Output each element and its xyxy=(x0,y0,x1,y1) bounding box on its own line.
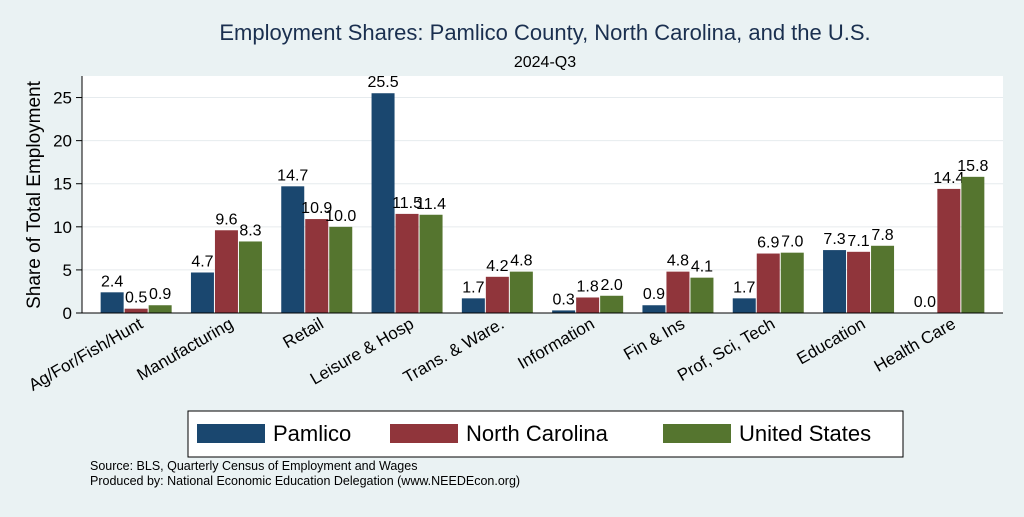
y-tick-label: 25 xyxy=(53,89,72,108)
data-label: 11.4 xyxy=(416,196,446,213)
data-label: 14.7 xyxy=(277,167,308,184)
legend-swatch xyxy=(197,424,265,443)
data-label: 7.3 xyxy=(823,231,845,248)
data-label: 1.7 xyxy=(733,279,755,296)
bar-united-states xyxy=(148,305,172,313)
bar-north-carolina xyxy=(305,219,329,313)
data-label: 2.0 xyxy=(601,277,623,294)
data-label: 7.1 xyxy=(847,233,869,250)
bar-united-states xyxy=(329,226,353,313)
bar-pamlico xyxy=(100,292,124,313)
y-axis-label: Share of Total Employment xyxy=(24,80,45,308)
y-tick-label: 5 xyxy=(63,261,72,280)
bar-pamlico xyxy=(552,310,576,313)
bar-pamlico xyxy=(461,298,485,313)
legend-label: United States xyxy=(739,421,871,446)
produced-by-note: Produced by: National Economic Education… xyxy=(90,474,521,488)
data-label: 8.3 xyxy=(239,222,261,239)
bar-north-carolina xyxy=(756,253,780,313)
data-label: 4.2 xyxy=(486,258,508,275)
data-label: 15.8 xyxy=(957,158,988,175)
bar-north-carolina xyxy=(214,230,238,313)
legend-box xyxy=(187,410,904,458)
y-tick-label: 20 xyxy=(53,132,72,151)
data-label: 11.5 xyxy=(392,195,422,212)
bar-united-states xyxy=(780,252,804,313)
y-tick-label: 15 xyxy=(53,175,72,194)
data-label: 6.9 xyxy=(757,235,779,252)
y-tick-label: 10 xyxy=(53,218,72,237)
data-label: 9.6 xyxy=(215,211,237,228)
bar-united-states xyxy=(690,277,714,313)
source-notes: Source: BLS, Quarterly Census of Employm… xyxy=(90,459,520,489)
y-tick-label: 0 xyxy=(63,304,72,323)
chart-subtitle: 2024-Q3 xyxy=(514,54,576,71)
data-label: 0.0 xyxy=(914,294,936,311)
legend-label: North Carolina xyxy=(466,421,609,446)
data-label: 0.9 xyxy=(643,286,665,303)
bar-united-states xyxy=(961,176,985,313)
data-label: 7.8 xyxy=(871,227,893,244)
data-label: 1.7 xyxy=(462,279,484,296)
bar-pamlico xyxy=(371,93,395,314)
legend-swatch xyxy=(390,424,458,443)
data-label: 1.8 xyxy=(577,278,599,295)
data-label: 25.5 xyxy=(367,74,398,91)
data-label: 14.4 xyxy=(933,170,964,187)
bar-united-states xyxy=(600,295,624,313)
bar-north-carolina xyxy=(576,297,600,313)
data-label: 10.0 xyxy=(325,208,356,225)
bar-pamlico xyxy=(642,305,666,313)
legend: Pamlico North Carolina United States xyxy=(187,410,904,458)
data-label: 4.8 xyxy=(510,253,532,270)
data-label: 0.9 xyxy=(149,286,171,303)
bar-north-carolina xyxy=(124,308,148,313)
data-label: 10.9 xyxy=(301,200,332,217)
data-label: 7.0 xyxy=(781,234,803,251)
bar-pamlico xyxy=(190,272,214,313)
chart-title: Employment Shares: Pamlico County, North… xyxy=(219,20,870,45)
bar-united-states xyxy=(238,241,262,313)
data-label: 2.4 xyxy=(101,273,123,290)
bar-north-carolina xyxy=(666,271,690,313)
bar-north-carolina xyxy=(937,188,961,313)
bar-pamlico xyxy=(823,250,847,313)
legend-swatch xyxy=(663,424,731,443)
bar-pamlico xyxy=(732,298,756,313)
data-label: 0.3 xyxy=(553,291,575,308)
bar-north-carolina xyxy=(485,276,509,313)
legend-label: Pamlico xyxy=(273,421,351,446)
bar-north-carolina xyxy=(847,251,871,313)
bar-united-states xyxy=(419,214,443,313)
bar-north-carolina xyxy=(395,213,419,313)
bar-pamlico xyxy=(281,186,305,313)
data-label: 4.7 xyxy=(191,253,213,270)
bar-united-states xyxy=(509,271,533,313)
data-label: 4.1 xyxy=(691,259,713,276)
source-note: Source: BLS, Quarterly Census of Employm… xyxy=(90,459,418,473)
data-label: 0.5 xyxy=(125,290,147,307)
data-label: 4.8 xyxy=(667,253,689,270)
bar-united-states xyxy=(871,245,895,313)
